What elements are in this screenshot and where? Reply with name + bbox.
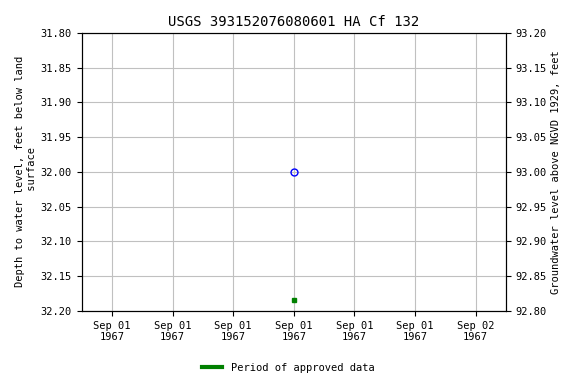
- Y-axis label: Groundwater level above NGVD 1929, feet: Groundwater level above NGVD 1929, feet: [551, 50, 561, 294]
- Title: USGS 393152076080601 HA Cf 132: USGS 393152076080601 HA Cf 132: [168, 15, 419, 29]
- Y-axis label: Depth to water level, feet below land
 surface: Depth to water level, feet below land su…: [15, 56, 37, 288]
- Legend: Period of approved data: Period of approved data: [198, 359, 378, 377]
